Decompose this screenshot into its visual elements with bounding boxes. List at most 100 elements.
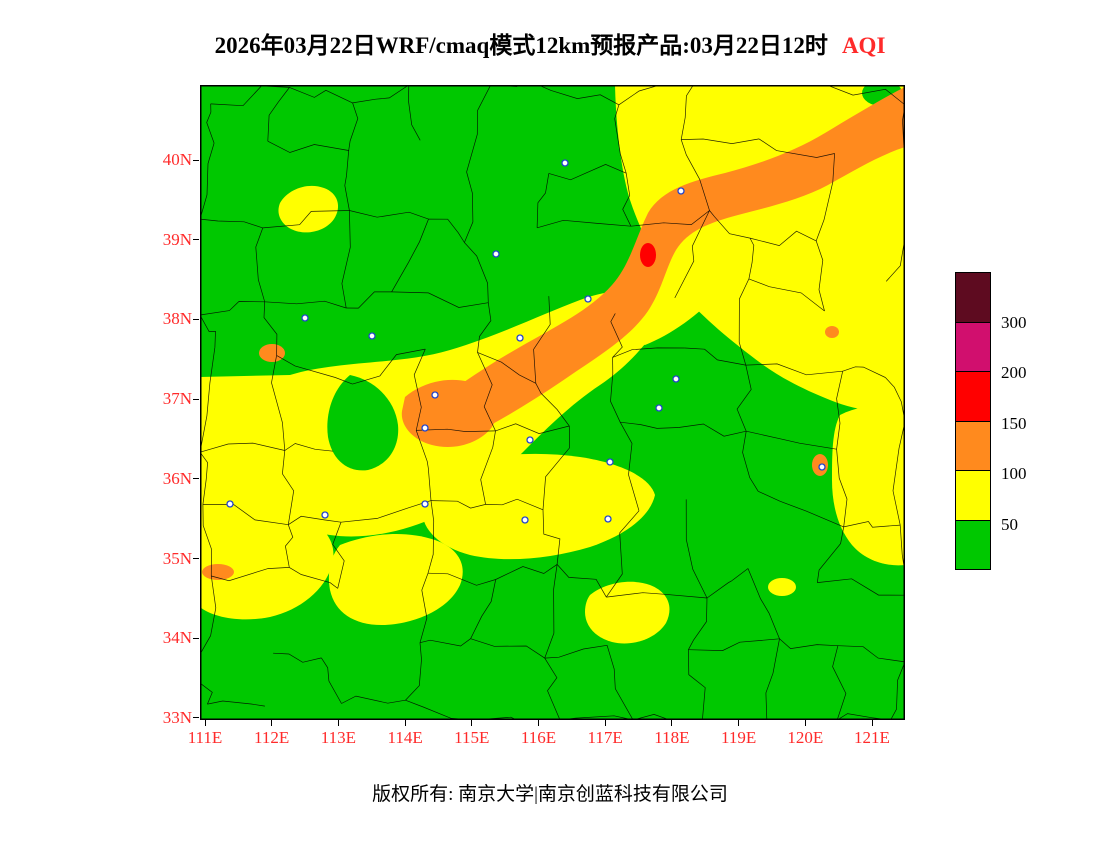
boundary-line bbox=[684, 347, 746, 366]
boundary-line bbox=[612, 347, 685, 358]
copyright-text: 版权所有: 南京大学|南京创蓝科技有限公司 bbox=[372, 784, 728, 805]
boundary-line bbox=[542, 425, 570, 510]
boundary-line bbox=[544, 564, 558, 659]
boundary-line bbox=[202, 504, 212, 577]
boundary-line bbox=[415, 430, 432, 501]
boundary-line bbox=[550, 90, 620, 106]
boundary-line bbox=[535, 383, 570, 427]
boundary-line bbox=[413, 348, 426, 431]
boundary-line bbox=[836, 449, 848, 527]
lat-tick bbox=[193, 637, 199, 639]
colorbar-cell-red bbox=[955, 371, 991, 422]
boundary-line bbox=[466, 84, 492, 173]
lat-label: 33N bbox=[162, 707, 192, 727]
boundary-line bbox=[842, 366, 886, 378]
boundary-line bbox=[885, 377, 906, 422]
colorbar-tick-label: 200 bbox=[1001, 363, 1027, 382]
boundary-line bbox=[276, 355, 353, 385]
boundary-line bbox=[199, 347, 216, 453]
lon-label: 116E bbox=[520, 728, 557, 747]
boundary-line bbox=[890, 661, 906, 721]
boundary-line bbox=[736, 365, 752, 432]
boundary-line bbox=[199, 218, 263, 229]
boundary-line bbox=[706, 568, 749, 599]
boundary-line bbox=[464, 171, 474, 243]
boundary-line bbox=[843, 521, 901, 528]
boundary-line bbox=[477, 302, 492, 353]
aqi-map-canvas bbox=[193, 77, 913, 725]
boundary-line bbox=[749, 230, 817, 246]
boundary-line bbox=[837, 645, 906, 663]
city-station-marker bbox=[818, 463, 826, 471]
boundary-line bbox=[485, 498, 544, 511]
lat-tick bbox=[193, 239, 199, 241]
boundary-line bbox=[533, 296, 551, 384]
boundary-line bbox=[765, 638, 780, 720]
boundary-line bbox=[352, 84, 409, 104]
boundary-line bbox=[495, 423, 570, 434]
city-station-marker bbox=[421, 500, 429, 508]
lon-label: 111E bbox=[187, 728, 223, 747]
boundary-line bbox=[332, 522, 345, 589]
boundary-line bbox=[815, 240, 825, 312]
boundary-line bbox=[264, 300, 347, 309]
boundary-line bbox=[391, 291, 489, 308]
boundary-line bbox=[199, 575, 217, 655]
boundary-line bbox=[544, 657, 561, 721]
boundary-line bbox=[495, 564, 558, 580]
boundary-line bbox=[416, 428, 496, 432]
lat-tick bbox=[193, 478, 199, 480]
lat-tick bbox=[193, 318, 199, 320]
boundary-line bbox=[267, 87, 290, 142]
boundary-line bbox=[284, 443, 334, 452]
boundary-line bbox=[548, 164, 627, 181]
lon-tick bbox=[671, 720, 673, 726]
city-station-marker bbox=[226, 500, 234, 508]
boundary-line bbox=[391, 218, 429, 293]
colorbar-tick-label: 300 bbox=[1001, 312, 1027, 332]
boundary-line bbox=[477, 352, 536, 384]
colorbar-cell-yellow bbox=[955, 470, 991, 521]
lat-label: 40N bbox=[162, 150, 192, 169]
boundary-line bbox=[352, 348, 426, 385]
boundary-line bbox=[680, 84, 694, 140]
boundary-line bbox=[346, 291, 392, 309]
city-station-marker bbox=[561, 159, 569, 167]
lon-tick bbox=[538, 720, 539, 726]
lon-tick bbox=[738, 720, 740, 726]
lon-tick bbox=[871, 720, 873, 726]
lon-tick bbox=[404, 720, 406, 726]
boundary-line bbox=[836, 371, 844, 450]
boundary-line bbox=[199, 142, 215, 220]
boundary-line bbox=[464, 242, 489, 303]
boundary-line bbox=[542, 509, 561, 565]
lon-tick bbox=[471, 720, 473, 726]
boundary-line bbox=[202, 503, 289, 526]
boundary-line bbox=[285, 524, 294, 568]
boundary-line bbox=[630, 210, 710, 227]
boundary-line bbox=[826, 84, 906, 106]
boundary-line bbox=[556, 564, 607, 598]
boundary-line bbox=[709, 210, 751, 239]
lat-tick bbox=[193, 159, 199, 161]
city-station-marker bbox=[677, 187, 685, 195]
lat-label: 37N bbox=[162, 389, 192, 409]
boundary-line bbox=[340, 500, 432, 523]
boundary-line bbox=[745, 363, 843, 376]
lat-tick bbox=[193, 558, 199, 560]
lat-label: 39N bbox=[162, 229, 192, 249]
colorbar-cell-green bbox=[955, 519, 991, 570]
boundary-line bbox=[210, 85, 290, 107]
boundary-line bbox=[832, 645, 847, 721]
lon-label: 120E bbox=[787, 728, 824, 747]
city-station-marker bbox=[584, 295, 592, 303]
boundary-line bbox=[321, 657, 342, 704]
boundary-line bbox=[427, 500, 435, 574]
boundary-line bbox=[470, 638, 545, 659]
boundary-line bbox=[419, 638, 471, 647]
boundary-line bbox=[758, 138, 835, 158]
boundary-line bbox=[620, 421, 679, 429]
boundary-line bbox=[606, 645, 634, 721]
boundary-line bbox=[289, 87, 353, 104]
lon-label: 121E bbox=[854, 728, 890, 747]
